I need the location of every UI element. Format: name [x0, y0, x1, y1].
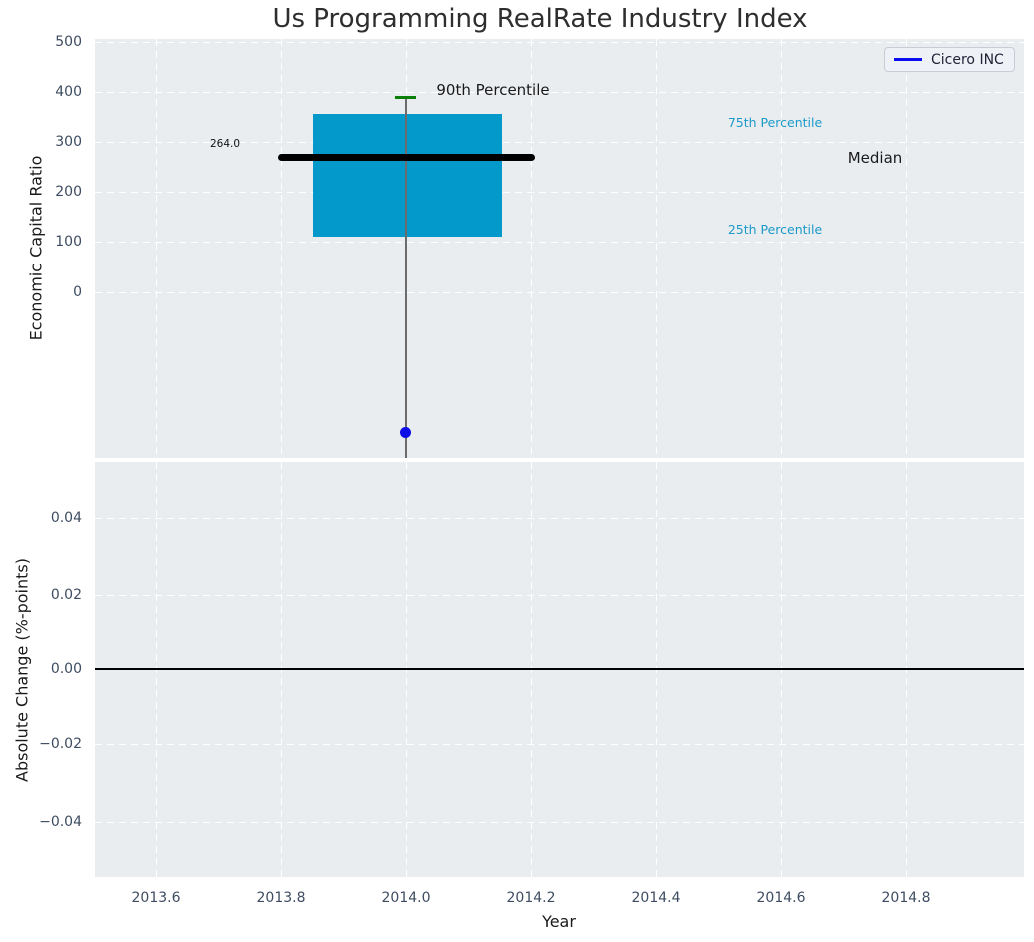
top-plot-area: 90th Percentile 75th Percentile Median 2… [95, 39, 1024, 458]
gridline [95, 42, 1024, 44]
bottom-plot-area [95, 462, 1024, 877]
top-y-axis-label: Economic Capital Ratio [26, 155, 46, 341]
y-tick-label: −0.02 [39, 736, 82, 752]
gridline [281, 39, 283, 458]
gridline [156, 39, 158, 458]
x-tick-label: 2013.8 [256, 890, 306, 906]
y-tick-label: 100 [55, 234, 82, 250]
x-tick-label: 2014.8 [881, 890, 931, 906]
y-tick-label: 0 [73, 284, 82, 300]
chart-title: Us Programming RealRate Industry Index [272, 4, 808, 34]
legend-line-swatch [894, 58, 922, 61]
gridline [406, 39, 408, 458]
legend: Cicero INC [884, 47, 1015, 72]
boxplot-iqr-box [313, 114, 502, 237]
gridline [531, 39, 533, 458]
zero-change-line [95, 668, 1024, 670]
gridline [95, 595, 1024, 597]
boxplot-90th-percentile-cap [395, 96, 416, 99]
gridline [656, 39, 658, 458]
x-tick-label: 2014.6 [756, 890, 806, 906]
annotation-90th-percentile: 90th Percentile [436, 81, 550, 99]
y-tick-label: 0.00 [50, 661, 82, 677]
y-tick-label: 400 [55, 84, 82, 100]
x-tick-label: 2013.6 [131, 890, 181, 906]
gridline [95, 242, 1024, 244]
gridline [95, 192, 1024, 194]
gridline [95, 292, 1024, 294]
y-tick-label: −0.04 [39, 814, 82, 830]
gridline [781, 39, 783, 458]
y-tick-label: 300 [55, 134, 82, 150]
annotation-25th-percentile: 25th Percentile [727, 222, 823, 237]
x-axis-label: Year [542, 912, 576, 931]
x-tick-label: 2014.0 [381, 890, 431, 906]
y-tick-label: 0.04 [50, 510, 82, 526]
x-tick-label: 2014.4 [631, 890, 681, 906]
cicero-inc-marker [400, 427, 411, 438]
gridline [95, 518, 1024, 520]
gridline [95, 669, 1024, 671]
gridline [95, 744, 1024, 746]
boxplot-median-line [278, 154, 535, 161]
y-tick-label: 500 [55, 34, 82, 50]
legend-label: Cicero INC [931, 51, 1004, 68]
gridline [95, 142, 1024, 144]
gridline [95, 822, 1024, 824]
annotation-median: Median [847, 149, 903, 167]
boxplot-whisker-line [405, 98, 407, 458]
x-tick-label: 2014.2 [506, 890, 556, 906]
bottom-y-axis-label: Absolute Change (%-points) [12, 558, 32, 782]
y-tick-label: 200 [55, 184, 82, 200]
y-tick-label: 0.02 [50, 587, 82, 603]
gridline [906, 39, 908, 458]
annotation-75th-percentile: 75th Percentile [727, 115, 823, 130]
annotation-median-value: 264.0 [209, 138, 241, 150]
gridline [95, 92, 1024, 94]
